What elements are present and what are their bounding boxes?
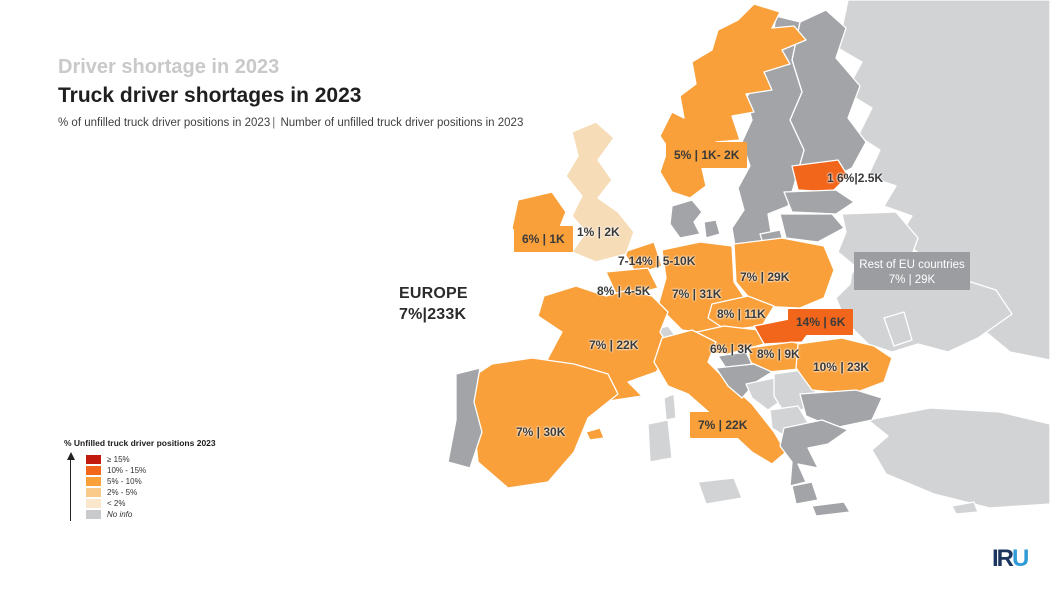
iru-logo-ir: IR [992,545,1014,572]
map-label-ireland: 6% | 1K [514,226,573,252]
island-peloponnese [791,481,819,505]
europe-total-name: EUROPE [399,285,468,302]
europe-total-value: 7%|233K [399,306,467,323]
map-label-slovakia: 14% | 6K [788,309,854,335]
country-bulgaria [799,389,883,429]
legend-label-lt2: < 2% [107,499,126,508]
legend-swatch-lt2 [86,499,101,508]
legend-item-2-5: 2% - 5% [86,488,264,497]
header: Driver shortage in 2023 Truck driver sho… [58,56,618,129]
legend-item-lt2: < 2% [86,499,264,508]
island-balearics [585,427,605,441]
map-label-hungary: 8% | 9K [757,347,800,361]
europe-total: EUROPE 7%|233K [399,283,468,325]
map-label-romania: 10% | 23K [813,360,870,374]
map-label-netherlands: 7-14% | 5-10K [618,254,696,268]
country-turkey [867,407,1050,509]
map-label-norway: 5% | 1K- 2K [666,142,748,168]
legend-item-noinfo: No info [86,510,264,519]
country-denmark-island [703,219,721,239]
map-label-poland: 7% | 29K [740,270,790,284]
island-sardinia [647,419,673,463]
subtitle-separator: | [272,117,276,129]
legend-item-10-15: 10% - 15% [86,466,264,475]
legend-swatch-5-10 [86,477,101,486]
country-poland [733,237,835,309]
island-crete [811,501,851,517]
legend-label-5-10: 5% - 10% [107,477,142,486]
legend-label-15plus: ≥ 15% [107,455,130,464]
country-netherlands [623,241,663,275]
legend-item-15plus: ≥ 15% [86,455,264,464]
legend-scale-arrow-icon [66,452,75,521]
rest-of-eu-value: 7% | 29K [888,274,936,286]
legend-label-noinfo: No info [107,510,133,519]
map-label-uk: 1% | 2K [577,225,620,239]
map-label-germany: 7% | 31K [672,287,722,301]
country-spain [457,357,619,489]
rest-of-eu-box: Rest of EU countries 7% | 29K [854,252,970,290]
legend-swatch-15plus [86,455,101,464]
map-label-france: 7% | 22K [589,338,639,352]
country-cyprus [951,501,979,515]
country-portugal [447,367,483,469]
country-denmark [669,199,703,239]
legend-label-10-15: 10% - 15% [107,466,147,475]
legend: % Unfilled truck driver positions 2023 ≥… [64,438,264,521]
country-moldova [883,311,913,347]
country-belgium [605,267,659,299]
map-label-spain: 7% | 30K [516,425,566,439]
country-latvia [783,189,855,215]
map-label-belgium: 8% | 4-5K [597,284,651,298]
subtitle-percent: % of unfilled truck driver positions in … [58,117,271,129]
subtitle-number: Number of unfilled truck driver position… [280,117,524,129]
kicker-title: Driver shortage in 2023 [58,56,280,78]
subtitle: % of unfilled truck driver positions in … [58,117,618,129]
map-label-italy: 7% | 22K [690,412,756,438]
legend-title: % Unfilled truck driver positions 2023 [64,438,216,448]
map-label-estonia: 1 6%|2.5K [827,171,884,185]
legend-swatch-2-5 [86,488,101,497]
country-uk [565,121,635,263]
map-label-austria: 6% | 3K [710,342,753,356]
iru-logo: IRU [992,545,1029,572]
rest-of-eu-title: Rest of EU countries [859,259,965,271]
legend-item-5-10: 5% - 10% [86,477,264,486]
legend-swatch-10-15 [86,466,101,475]
map-label-czechia: 8% | 11K [717,307,766,321]
legend-swatch-noinfo [86,510,101,519]
country-lithuania [779,213,845,243]
island-sicily [697,477,743,505]
country-greece [779,419,849,487]
country-romania [795,337,893,395]
page-title: Truck driver shortages in 2023 [58,84,362,107]
country-estonia [791,159,849,193]
island-corsica [663,393,677,421]
iru-logo-u: U [1012,545,1029,572]
legend-label-2-5: 2% - 5% [107,488,138,497]
